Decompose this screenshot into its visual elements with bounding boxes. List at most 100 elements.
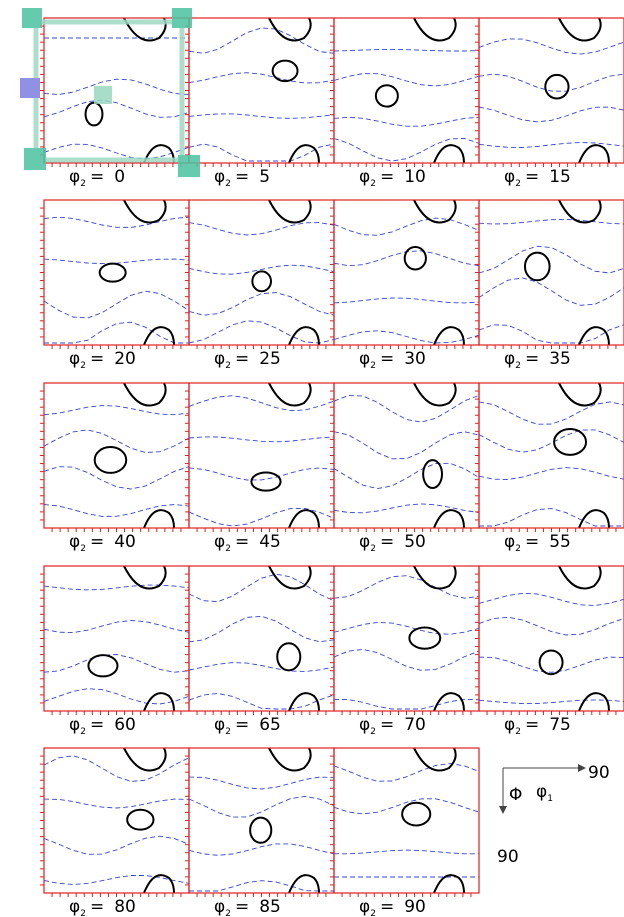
- label-equals: =: [235, 715, 249, 735]
- label-subscript: 2: [370, 361, 376, 371]
- label-equals: =: [525, 532, 539, 552]
- dashed-contour: [479, 617, 624, 635]
- label-equals: =: [380, 349, 394, 369]
- label-angle: 15: [549, 167, 571, 187]
- solid-contour: [423, 460, 442, 488]
- key-y-symbol: Φ: [509, 785, 522, 805]
- label-subscript: 2: [225, 179, 231, 189]
- label-angle: 50: [404, 532, 426, 552]
- panel-label: φ2=45: [214, 532, 281, 554]
- dashed-contour: [189, 73, 334, 83]
- label-symbol: φ: [69, 897, 80, 917]
- label-equals: =: [380, 167, 394, 187]
- odf-section: φ2=50: [330, 383, 479, 554]
- label-subscript: 2: [225, 361, 231, 371]
- solid-contour: [289, 145, 319, 163]
- panel-label: φ2=50: [359, 532, 426, 554]
- label-angle: 0: [114, 167, 125, 187]
- solid-contour: [414, 200, 456, 223]
- dashed-contour: [479, 700, 624, 704]
- solid-contour: [559, 18, 601, 41]
- odf-section: φ2=55: [475, 383, 624, 554]
- dashed-contour: [44, 505, 189, 517]
- dashed-contour: [44, 689, 189, 704]
- label-equals: =: [380, 897, 394, 917]
- dashed-contour: [479, 246, 624, 273]
- panel-frame: [189, 566, 334, 711]
- panel-label: φ2=80: [69, 897, 136, 917]
- dashed-contour: [334, 649, 479, 670]
- label-equals: =: [235, 349, 249, 369]
- panel-label: φ2=5: [214, 167, 270, 189]
- dashed-contour: [334, 463, 479, 488]
- label-equals: =: [525, 715, 539, 735]
- panel-label: φ2=25: [214, 349, 281, 371]
- odf-section: φ2=35: [475, 200, 624, 371]
- dashed-contour: [479, 278, 624, 305]
- dashed-contour: [334, 576, 479, 599]
- label-equals: =: [235, 897, 249, 917]
- label-subscript: 2: [515, 179, 521, 189]
- label-angle: 70: [404, 715, 426, 735]
- dashed-contour: [189, 293, 334, 316]
- panel-label: φ2=75: [504, 715, 571, 737]
- dashed-contour: [189, 265, 334, 274]
- dashed-contour: [44, 585, 189, 590]
- panel-label: φ2=40: [69, 532, 136, 554]
- label-angle: 75: [549, 715, 571, 735]
- label-subscript: 2: [370, 179, 376, 189]
- odf-section: φ2=0: [40, 18, 189, 189]
- key-y-arrow: [499, 806, 507, 814]
- label-symbol: φ: [214, 897, 225, 917]
- label-subscript: 2: [515, 727, 521, 737]
- solid-contour: [434, 327, 464, 345]
- cube: [24, 148, 46, 170]
- dashed-contour: [334, 850, 479, 854]
- dashed-contour: [479, 430, 624, 452]
- solid-contour: [554, 429, 586, 455]
- dashed-contour: [189, 28, 334, 53]
- solid-contour: [252, 271, 271, 291]
- dashed-contour: [334, 298, 479, 303]
- label-symbol: φ: [359, 349, 370, 369]
- solid-contour: [559, 200, 601, 223]
- label-symbol: φ: [69, 532, 80, 552]
- label-equals: =: [380, 532, 394, 552]
- label-angle: 10: [404, 167, 426, 187]
- solid-contour: [289, 327, 319, 345]
- odf-section: φ2=15: [475, 18, 624, 189]
- label-subscript: 2: [80, 909, 86, 917]
- odf-section: φ2=85: [185, 748, 334, 917]
- dashed-contour: [44, 430, 189, 453]
- label-equals: =: [235, 167, 249, 187]
- panel-label: φ2=55: [504, 532, 571, 554]
- solid-contour: [88, 655, 117, 676]
- label-equals: =: [525, 349, 539, 369]
- solid-contour: [124, 200, 166, 223]
- label-symbol: φ: [504, 532, 515, 552]
- solid-contour: [405, 247, 426, 269]
- key-y-end: 90: [497, 847, 519, 867]
- dashed-contour: [189, 114, 334, 119]
- panel-frame: [189, 18, 334, 163]
- cube: [22, 8, 42, 28]
- odf-section: φ2=75: [475, 566, 624, 737]
- dashed-contour: [44, 217, 189, 227]
- key-x-end: 90: [588, 763, 610, 783]
- dashed-contour: [479, 107, 624, 122]
- dashed-contour: [189, 223, 334, 235]
- solid-contour: [144, 510, 174, 528]
- dashed-contour: [334, 395, 479, 422]
- label-equals: =: [90, 167, 104, 187]
- solid-contour: [579, 693, 609, 711]
- label-subscript: 2: [370, 727, 376, 737]
- label-subscript: 2: [515, 361, 521, 371]
- solid-contour: [251, 473, 280, 491]
- solid-contour: [434, 510, 464, 528]
- label-angle: 90: [404, 897, 426, 917]
- solid-contour: [269, 200, 311, 223]
- label-subscript: 2: [225, 727, 231, 737]
- cube: [20, 78, 40, 98]
- panel-frame: [44, 748, 189, 893]
- key-x-symbol-text: φ: [536, 782, 547, 802]
